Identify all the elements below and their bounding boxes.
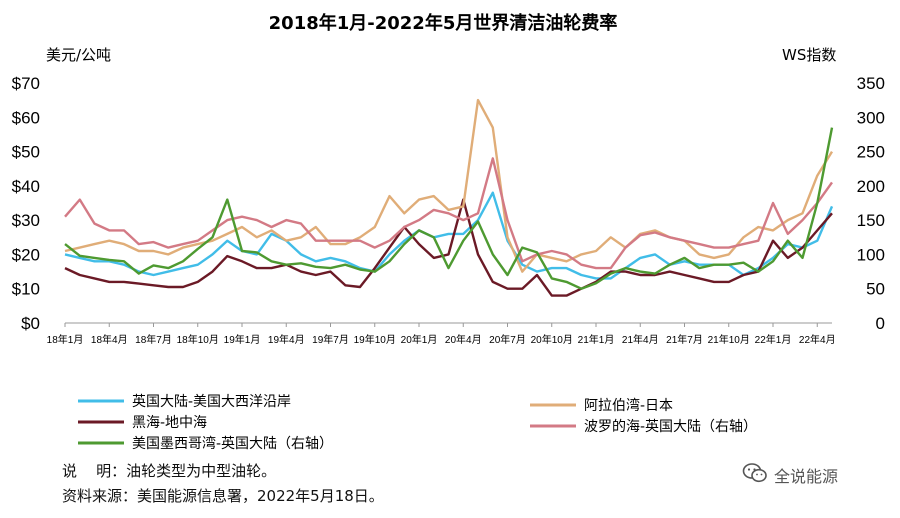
left-axis-ticks: $0 $10 $20 $30 $40 $50 $60 $70 — [12, 74, 40, 333]
data-source: 资料来源：美国能源信息署，2022年5月18日。 — [62, 487, 384, 505]
series-line-0 — [64, 191, 834, 280]
chart-title: 2018年1月-2022年5月世界清洁油轮费率 — [269, 12, 618, 34]
x-tick-label: 22年4月 — [799, 333, 836, 346]
x-tick-label: 18年10月 — [177, 333, 219, 346]
right-axis-ticks: 0 50 100 150 200 250 300 350 — [857, 74, 885, 333]
x-tick-label: 18年1月 — [47, 333, 84, 346]
x-tick-label: 18年7月 — [135, 333, 172, 346]
x-tick-label: 18年4月 — [91, 333, 128, 346]
right-tick-label: 100 — [857, 245, 885, 264]
left-tick-label: $10 — [12, 280, 40, 299]
x-tick-label: 21年7月 — [666, 333, 703, 346]
x-tick-label: 20年4月 — [445, 333, 482, 346]
series-line-2 — [64, 127, 834, 290]
left-axis-unit: 美元/公吨 — [46, 46, 111, 64]
right-axis-unit: WS指数 — [782, 46, 836, 64]
right-tick-label: 150 — [857, 211, 885, 230]
series-lines — [64, 98, 834, 297]
watermark: 全说能源 — [742, 462, 838, 488]
chart-note: 说 明：油轮类型为中型油轮。 — [62, 462, 277, 480]
watermark-text: 全说能源 — [774, 467, 839, 486]
left-tick-label: $60 — [12, 108, 40, 127]
x-tick-label: 21年1月 — [578, 333, 615, 346]
wechat-icon — [742, 462, 768, 488]
legend: 英国大陆-美国大西洋沿岸 黑海-地中海 美国墨西哥湾-英国大陆（右轴） 阿拉伯湾… — [78, 393, 757, 452]
x-tick-label: 21年4月 — [622, 333, 659, 346]
left-tick-label: $40 — [12, 177, 40, 196]
right-tick-label: 0 — [876, 314, 885, 333]
legend-label-uk-us: 英国大陆-美国大西洋沿岸 — [132, 393, 291, 410]
legend-label-baltic: 波罗的海-英国大陆（右轴） — [584, 418, 757, 435]
series-line-4 — [64, 157, 833, 270]
right-tick-label: 250 — [857, 143, 885, 162]
right-tick-label: 200 — [857, 177, 885, 196]
x-axis-ticks: 18年1月 18年4月 18年7月 18年10月 19年1月 19年4月 19年7月 19年1… — [47, 323, 836, 346]
x-tick-label: 19年1月 — [224, 333, 261, 346]
right-tick-label: 300 — [857, 108, 885, 127]
legend-label-usgulf: 美国墨西哥湾-英国大陆（右轴） — [132, 435, 333, 452]
x-tick-label: 20年1月 — [401, 333, 438, 346]
x-tick-label: 21年10月 — [708, 333, 750, 346]
left-tick-label: $50 — [12, 143, 40, 162]
series-line-1 — [64, 198, 833, 297]
x-tick-label: 22年1月 — [755, 333, 792, 346]
x-tick-label: 19年10月 — [354, 333, 396, 346]
series-line-3 — [64, 98, 834, 273]
x-tick-label: 20年7月 — [489, 333, 526, 346]
x-tick-label: 19年7月 — [312, 333, 349, 346]
legend-label-blacksea: 黑海-地中海 — [132, 415, 207, 431]
right-tick-label: 50 — [866, 280, 885, 299]
x-tick-label: 20年10月 — [531, 333, 573, 346]
left-tick-label: $30 — [12, 211, 40, 230]
left-tick-label: $20 — [12, 245, 40, 264]
left-tick-label: $0 — [21, 314, 40, 333]
right-tick-label: 350 — [857, 74, 885, 93]
legend-label-ag-japan: 阿拉伯湾-日本 — [584, 397, 673, 414]
left-tick-label: $70 — [12, 74, 40, 93]
x-tick-label: 19年4月 — [268, 333, 305, 346]
